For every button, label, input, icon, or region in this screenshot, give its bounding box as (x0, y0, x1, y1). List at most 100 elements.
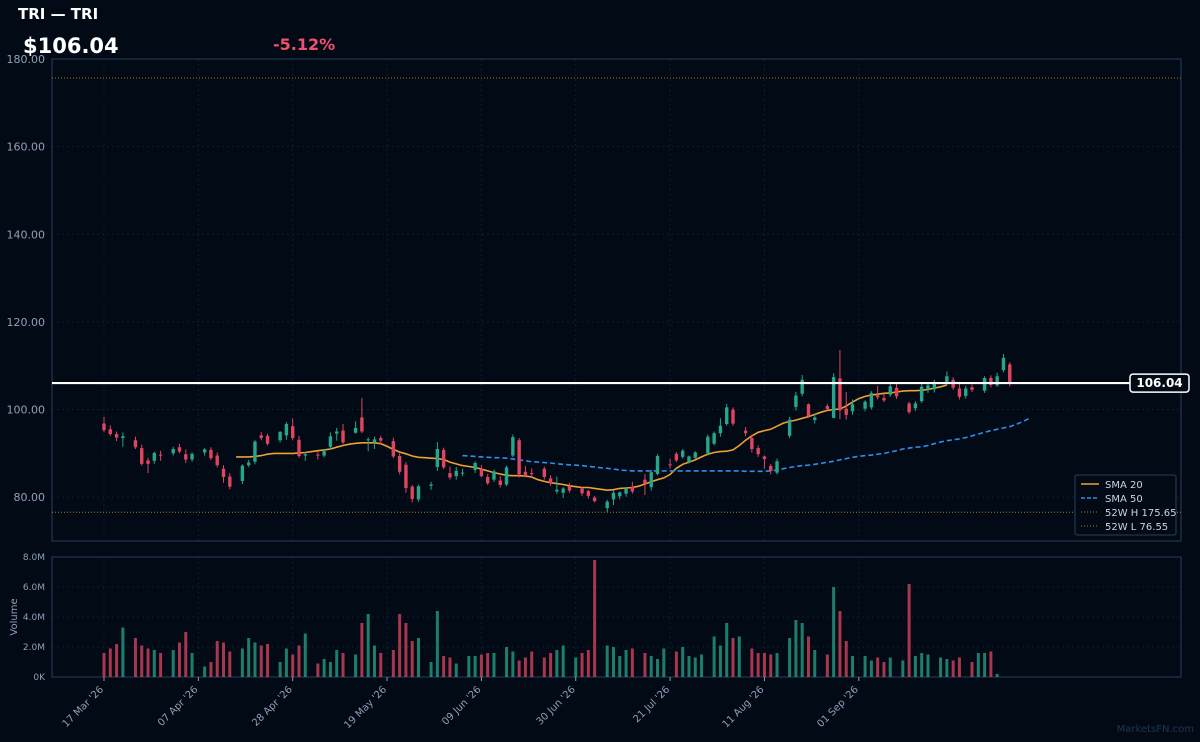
volume-bar (624, 650, 628, 677)
candle-body (511, 437, 515, 456)
candle-body (844, 408, 848, 415)
candle-body (140, 448, 144, 464)
volume-bar (593, 560, 597, 677)
candle-body (907, 403, 911, 413)
candle-body (1001, 357, 1006, 371)
date-tick-label: 17 Mar '26 (61, 684, 107, 730)
volume-tick-label: 8.0M (23, 553, 45, 563)
volume-bar (888, 657, 892, 677)
candle-body (158, 454, 163, 456)
price-tick-label: 120.00 (7, 316, 46, 329)
candle-body (215, 455, 219, 466)
candle-body (460, 472, 465, 474)
volume-bar (159, 653, 163, 677)
volume-bar (259, 645, 263, 677)
volume-bar (656, 659, 660, 677)
volume-bar (555, 650, 559, 677)
candle-body (794, 395, 798, 407)
sma50-line (462, 417, 1029, 473)
volume-bar (391, 650, 395, 677)
candle-body (989, 377, 993, 386)
volume-bar (913, 656, 917, 677)
candle-body (259, 435, 263, 439)
candle-body (712, 433, 716, 444)
volume-bar (152, 650, 156, 677)
candle-body (718, 425, 723, 434)
candle-body (322, 451, 326, 456)
volume-bar (907, 584, 911, 677)
volume-bar (756, 653, 760, 677)
volume-bar (825, 654, 829, 677)
watermark: MarketsFN.com (1116, 724, 1194, 735)
candle-body (756, 448, 760, 455)
candle-body (284, 424, 289, 436)
candle-body (1008, 364, 1012, 384)
candle-body (605, 501, 609, 509)
candle-body (416, 486, 421, 500)
volume-bar (297, 645, 301, 677)
volume-bar (851, 656, 855, 677)
candle-body (982, 377, 987, 391)
candle-body (448, 473, 452, 478)
volume-bar (102, 653, 106, 677)
candle-body (146, 460, 150, 464)
volume-bar (203, 666, 207, 677)
volume-bar (435, 611, 439, 677)
candle-body (863, 401, 867, 409)
price-tick-label: 100.00 (7, 404, 46, 417)
legend-box (1074, 474, 1177, 536)
candle-body (787, 419, 792, 436)
candle-body (970, 387, 974, 390)
candle-body (316, 454, 320, 456)
volume-bar (190, 653, 194, 677)
candlesticks (102, 349, 1012, 513)
volume-bar (146, 648, 150, 677)
candle-body (246, 462, 251, 466)
candle-body (177, 447, 182, 452)
volume-panel (51, 556, 1182, 678)
volume-bar (354, 654, 358, 677)
candle-body (706, 436, 710, 454)
legend-label: 52W H 175.65 (1105, 508, 1176, 519)
volume-bar (372, 645, 376, 677)
volume-bar (769, 654, 773, 677)
volume-bar (410, 641, 414, 677)
candle-body (611, 492, 616, 500)
candle-body (209, 449, 213, 459)
candle-body (888, 386, 892, 395)
price-tick-label: 180.00 (7, 53, 46, 66)
candle-body (530, 473, 534, 475)
volume-bar (580, 653, 584, 677)
candle-body (202, 449, 207, 453)
candle-body (372, 439, 377, 443)
candle-body (404, 464, 408, 488)
volume-axis: 0K 2.0M 4.0M 6.0M 8.0M Volume (9, 553, 46, 683)
volume-bar (794, 620, 798, 677)
candle-body (750, 438, 754, 449)
volume-tick-label: 2.0M (23, 643, 45, 653)
volume-bar (253, 642, 257, 677)
candle-body (485, 477, 490, 484)
candle-body (435, 448, 440, 467)
volume-bar (693, 657, 697, 677)
price-axis: 80.00 100.00 120.00 140.00 160.00 180.00 (7, 53, 46, 504)
candle-body (498, 480, 502, 485)
candle-body (869, 392, 874, 408)
volume-bar (240, 648, 244, 677)
candle-body (643, 479, 647, 484)
candle-body (674, 453, 679, 461)
volume-bar (291, 654, 295, 677)
candle-body (291, 426, 295, 439)
volume-bar (523, 657, 527, 677)
high-low-lines (52, 77, 1181, 513)
candle-body (548, 478, 553, 484)
volume-bar (398, 614, 402, 677)
volume-bar (605, 645, 609, 677)
candle-body (825, 406, 830, 410)
volume-bar (511, 651, 515, 677)
volume-bar (863, 656, 867, 677)
candle-body (806, 404, 811, 417)
price-tick-label: 80.00 (14, 491, 46, 504)
volume-bar (901, 660, 905, 677)
candle-body (964, 388, 968, 396)
